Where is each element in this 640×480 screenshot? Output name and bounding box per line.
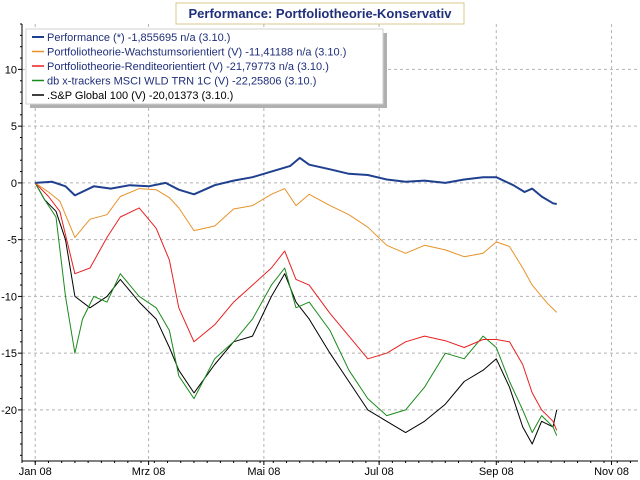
legend-label: db x-trackers MSCI WLD TRN 1C (V) -22,25… [47, 76, 316, 88]
x-tick-label: Jan 08 [19, 466, 52, 478]
chart-title-text: Performance: Portfoliotheorie-Konservati… [189, 6, 453, 21]
x-tick-label: Nov 08 [594, 466, 629, 478]
y-axis: -20 -15 -10 -5 0 5 10 [1, 23, 22, 456]
y-tick-label: -5 [7, 235, 17, 247]
x-tick-label: Jul 08 [364, 466, 393, 478]
x-tick-label: Mrz 08 [132, 466, 166, 478]
y-tick-label: 5 [11, 121, 17, 133]
x-axis: Jan 08 Mrz 08 Mai 08 Jul 08 Sep 08 Nov 08 [19, 461, 631, 478]
series-line-1 [34, 182, 558, 313]
y-tick-label: 0 [11, 178, 17, 190]
series-line-2 [34, 182, 558, 431]
series-line-0 [35, 156, 557, 205]
series-line-3 [34, 182, 558, 436]
chart-title: Performance: Portfoliotheorie-Konservati… [175, 2, 465, 25]
legend-label: Portfoliotheorie-Renditeorientiert (V) -… [47, 61, 329, 73]
y-tick-label: -10 [1, 291, 17, 303]
legend-label: Performance (*) -1,855695 n/a (3.10.) [47, 32, 230, 44]
y-tick-label: 10 [5, 64, 17, 76]
y-tick-label: -15 [1, 348, 17, 360]
series-lines [34, 156, 558, 445]
legend: Performance (*) -1,855695 n/a (3.10.) Por… [25, 28, 387, 108]
y-tick-label: -20 [1, 405, 17, 417]
legend-box [25, 28, 384, 105]
x-tick-label: Sep 08 [479, 466, 514, 478]
legend-label: .S&P Global 100 (V) -20,01373 (3.10.) [47, 90, 233, 102]
legend-label: Portfoliotheorie-Wachstumsorientiert (V)… [47, 47, 346, 59]
x-tick-label: Mai 08 [247, 466, 280, 478]
chart-title-box [175, 2, 465, 25]
